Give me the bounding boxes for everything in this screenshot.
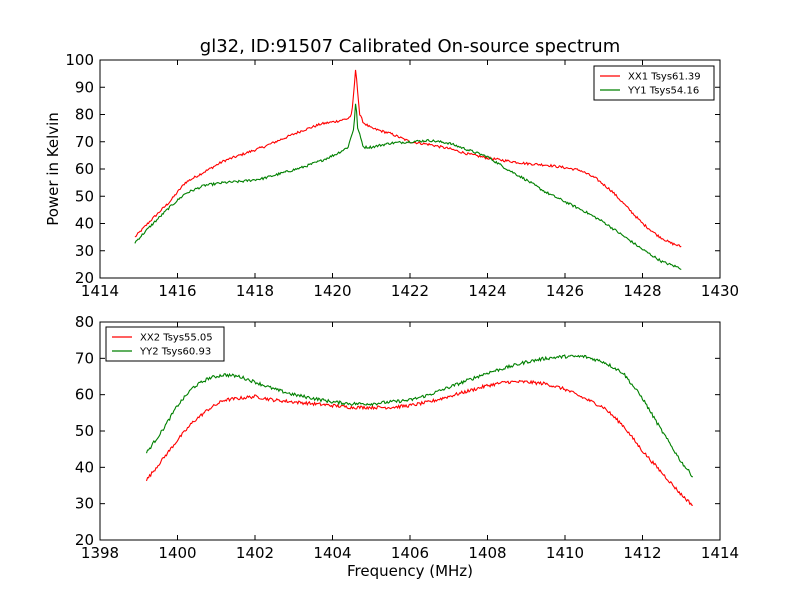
top-plot-ticks: 1414 1416 1418 1420 1422 1424 1426 1428 1430 20 30… bbox=[65, 51, 739, 300]
top-ytick-label: 30 bbox=[75, 242, 94, 260]
top-plot-series bbox=[134, 69, 682, 270]
top-ytick-label: 40 bbox=[75, 215, 94, 233]
bottom-plot-ticks: 1398 1400 1402 1404 1406 1408 1410 1412 1414 20 30… bbox=[75, 313, 739, 562]
top-xtick-label: 1430 bbox=[701, 282, 739, 300]
top-ytick-label: 70 bbox=[75, 133, 94, 151]
bottom-series-2-line bbox=[145, 354, 694, 478]
top-legend-label-1: XX1 Tsys61.39 bbox=[628, 72, 701, 83]
top-series-2-line bbox=[134, 103, 682, 270]
top-xtick-label: 1416 bbox=[158, 282, 196, 300]
bottom-plot: 1398 1400 1402 1404 1406 1408 1410 1412 1414 20 30… bbox=[75, 313, 739, 580]
bottom-ytick-label: 60 bbox=[75, 386, 94, 404]
bottom-xtick-label: 1406 bbox=[391, 544, 429, 562]
top-legend-box bbox=[593, 65, 715, 101]
bottom-xtick-label: 1410 bbox=[546, 544, 584, 562]
bottom-legend-label-1: XX2 Tsys55.05 bbox=[140, 333, 213, 344]
top-xtick-label: 1418 bbox=[236, 282, 274, 300]
bottom-xtick-label: 1400 bbox=[158, 544, 196, 562]
top-xtick-label: 1428 bbox=[623, 282, 661, 300]
bottom-legend-box bbox=[105, 326, 225, 362]
bottom-ytick-label: 50 bbox=[75, 422, 94, 440]
bottom-plot-legend: XX2 Tsys55.05 YY2 Tsys60.93 bbox=[105, 326, 225, 362]
top-legend-label-2: YY1 Tsys54.16 bbox=[627, 86, 699, 97]
chart-title: gl32, ID:91507 Calibrated On-source spec… bbox=[200, 36, 620, 57]
bottom-plot-xlabel: Frequency (MHz) bbox=[347, 562, 473, 580]
top-xtick-label: 1422 bbox=[391, 282, 429, 300]
top-xtick-label: 1426 bbox=[546, 282, 584, 300]
top-xtick-label: 1424 bbox=[468, 282, 506, 300]
bottom-ytick-label: 80 bbox=[75, 313, 94, 331]
top-xtick-label: 1414 bbox=[81, 282, 119, 300]
top-series-1-line bbox=[134, 69, 682, 248]
top-plot: 1414 1416 1418 1420 1422 1424 1426 1428 1430 20 30… bbox=[44, 51, 739, 300]
top-plot-legend: XX1 Tsys61.39 YY1 Tsys54.16 bbox=[593, 65, 715, 101]
bottom-ytick-label: 70 bbox=[75, 349, 94, 367]
bottom-xtick-label: 1408 bbox=[468, 544, 506, 562]
top-ytick-label: 50 bbox=[75, 187, 94, 205]
bottom-xtick-label: 1412 bbox=[623, 544, 661, 562]
bottom-ytick-label: 20 bbox=[75, 531, 94, 549]
bottom-legend-label-2: YY2 Tsys60.93 bbox=[139, 347, 211, 358]
bottom-series-1-line bbox=[145, 379, 693, 506]
bottom-xtick-label: 1414 bbox=[701, 544, 739, 562]
top-ytick-label: 100 bbox=[65, 51, 94, 69]
bottom-plot-series bbox=[145, 354, 694, 506]
top-ytick-label: 90 bbox=[75, 78, 94, 96]
top-ytick-label: 60 bbox=[75, 160, 94, 178]
top-ytick-label: 20 bbox=[75, 269, 94, 287]
bottom-xtick-label: 1398 bbox=[81, 544, 119, 562]
bottom-xtick-label: 1402 bbox=[236, 544, 274, 562]
top-xtick-label: 1420 bbox=[313, 282, 351, 300]
bottom-ytick-label: 40 bbox=[75, 458, 94, 476]
bottom-xtick-label: 1404 bbox=[313, 544, 351, 562]
top-ytick-label: 80 bbox=[75, 106, 94, 124]
bottom-ytick-label: 30 bbox=[75, 495, 94, 513]
top-plot-ylabel: Power in Kelvin bbox=[44, 112, 62, 226]
